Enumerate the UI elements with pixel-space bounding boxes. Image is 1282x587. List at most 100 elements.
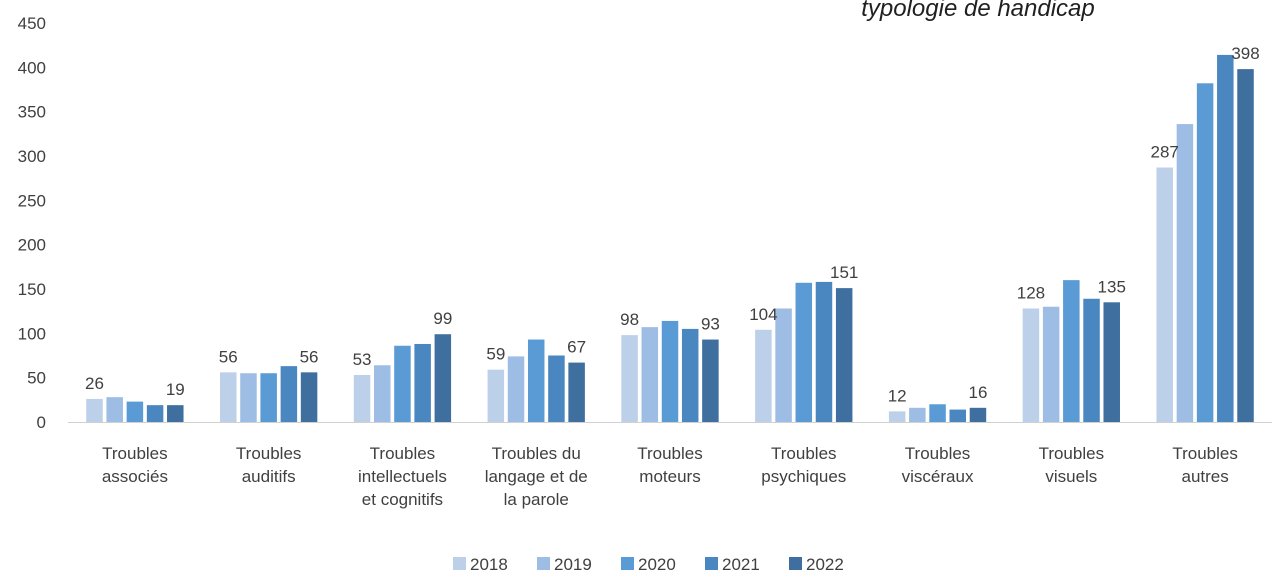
x-tick-label-line: Troubles xyxy=(370,444,436,463)
bar-2021 xyxy=(1217,54,1234,423)
bar-2019 xyxy=(240,373,257,422)
bar-2018 xyxy=(888,411,906,422)
bar-2018 xyxy=(487,369,505,422)
bar-2020 xyxy=(661,320,679,422)
y-tick-label: 150 xyxy=(18,280,46,299)
legend-swatch xyxy=(453,557,466,570)
bar-2021 xyxy=(280,366,298,422)
legend-entry: 2021 xyxy=(722,555,760,574)
x-tick-label: Troubles visuels xyxy=(1039,444,1105,486)
data-label: 56 xyxy=(300,347,319,366)
bar-2018 xyxy=(621,335,638,422)
legend-swatch xyxy=(705,557,718,570)
y-tick-label: 300 xyxy=(18,147,46,166)
y-tick-label: 0 xyxy=(37,413,46,432)
bar-2021 xyxy=(414,343,431,422)
x-tick-label-line: intellectuels xyxy=(358,467,447,486)
bar-2019 xyxy=(507,356,525,422)
y-tick-label: 200 xyxy=(18,236,46,255)
y-tick-label: 450 xyxy=(18,14,46,33)
bar-2022 xyxy=(167,405,184,422)
bar-2020 xyxy=(929,404,946,422)
bar-2018 xyxy=(220,372,237,422)
bar-2022 xyxy=(300,372,318,422)
x-tick-label-line: Troubles xyxy=(905,444,971,463)
legend: 2018 2019 2020 2021 2022 xyxy=(453,555,844,574)
x-tick-label: Troubles autres xyxy=(1172,444,1238,486)
data-label: 19 xyxy=(166,380,185,399)
legend-swatch xyxy=(621,557,634,570)
bar-2019 xyxy=(641,327,659,422)
x-tick-label-line: autres xyxy=(1181,467,1228,486)
x-tick-label-line: moteurs xyxy=(639,467,700,486)
bar-2022 xyxy=(702,339,719,422)
x-tick-label: Troubles intellectuels et cognitifs xyxy=(358,444,447,509)
data-label: 93 xyxy=(701,315,720,334)
x-tick-label-line: associés xyxy=(102,467,168,486)
x-tick-label-line: Troubles xyxy=(102,444,168,463)
bar-2020 xyxy=(126,401,144,422)
bar-2022 xyxy=(434,334,452,422)
bar-2021 xyxy=(681,328,699,422)
x-tick-label-line: Troubles xyxy=(1172,444,1238,463)
data-label: 67 xyxy=(567,338,586,357)
bar-2021 xyxy=(146,405,164,422)
bar-2018 xyxy=(353,375,371,422)
bar-2019 xyxy=(106,397,123,422)
bar-2019 xyxy=(1042,306,1060,422)
data-label: 26 xyxy=(85,374,104,393)
x-tick-label: Troubles psychiques xyxy=(761,444,846,486)
bar-2022 xyxy=(1237,69,1254,423)
data-label: 12 xyxy=(888,386,907,405)
legend-swatch xyxy=(537,557,550,570)
data-label: 104 xyxy=(749,305,777,324)
bars-group xyxy=(86,54,1254,423)
bar-2020 xyxy=(795,282,813,422)
x-tick-label-line: viscéraux xyxy=(902,467,974,486)
legend-entry: 2022 xyxy=(806,555,844,574)
x-tick-label: Troubles moteurs xyxy=(637,444,703,486)
bar-2020 xyxy=(394,345,411,422)
y-axis: 0 50 100 150 200 250 300 350 400 450 xyxy=(18,14,46,432)
data-label: 56 xyxy=(219,347,238,366)
legend-entry: 2020 xyxy=(638,555,676,574)
bar-2022 xyxy=(969,407,987,422)
y-tick-label: 50 xyxy=(27,369,46,388)
chart-title: typologie de handicap xyxy=(861,0,1095,22)
x-tick-label-line: la parole xyxy=(504,490,569,509)
x-tick-label: Troubles du langage et de la parole xyxy=(485,444,588,509)
data-label: 99 xyxy=(433,309,452,328)
x-tick-label: Troubles associés xyxy=(102,444,168,486)
x-tick-label-line: Troubles xyxy=(771,444,837,463)
data-label: 287 xyxy=(1151,143,1179,162)
x-tick-label-line: psychiques xyxy=(761,467,846,486)
bar-2019 xyxy=(909,407,926,422)
data-label: 16 xyxy=(968,383,987,402)
legend-swatch xyxy=(789,557,802,570)
bar-2020 xyxy=(260,373,277,422)
bar-2018 xyxy=(755,329,772,422)
bar-2019 xyxy=(775,308,792,422)
bar-2019 xyxy=(373,365,391,422)
x-tick-label-line: Troubles xyxy=(1039,444,1105,463)
data-label: 398 xyxy=(1231,44,1259,63)
bar-2018 xyxy=(1156,167,1173,422)
x-tick-label: Troubles viscéraux xyxy=(902,444,974,486)
bar-2021 xyxy=(548,355,565,422)
bar-2021 xyxy=(1083,298,1100,422)
x-tick-label-line: Troubles xyxy=(236,444,302,463)
bar-2019 xyxy=(1176,124,1194,422)
bar-2020 xyxy=(527,339,545,422)
bar-2022 xyxy=(1103,302,1120,422)
data-labels-group: 26 19 56 56 53 99 59 67 98 93 104 151 12 16 128 135 287 3… xyxy=(85,44,1260,405)
data-label: 98 xyxy=(620,310,639,329)
legend-entry: 2018 xyxy=(470,555,508,574)
y-tick-label: 400 xyxy=(18,58,46,77)
data-label: 151 xyxy=(830,263,858,282)
bar-2022 xyxy=(568,362,585,422)
bar-2020 xyxy=(1196,83,1214,422)
bar-2021 xyxy=(815,281,833,422)
data-label: 53 xyxy=(353,350,372,369)
